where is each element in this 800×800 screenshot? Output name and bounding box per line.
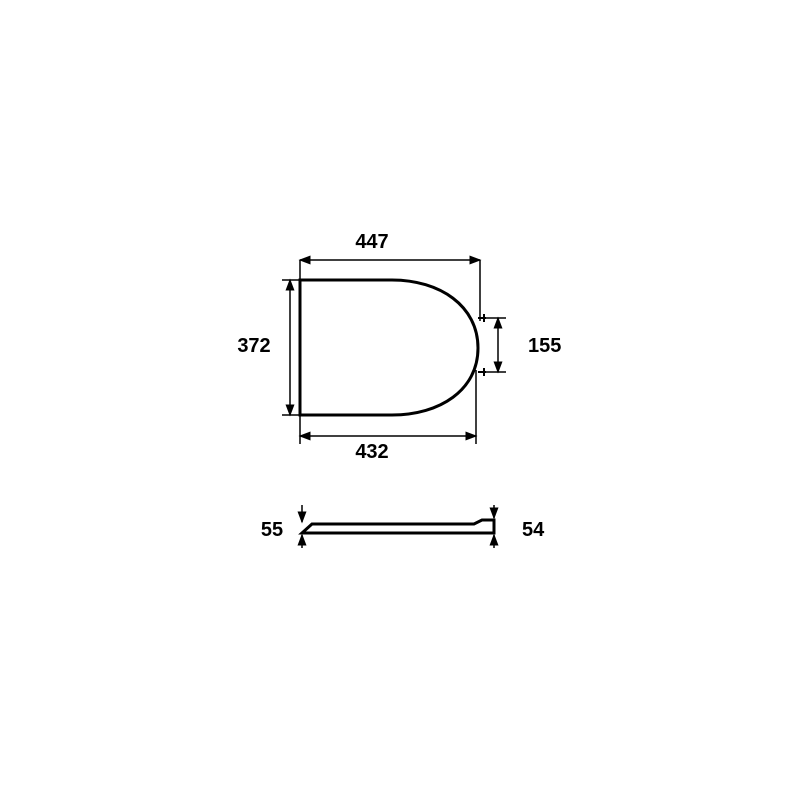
dim-profile-right: 54 (494, 505, 545, 548)
technical-drawing: 447 372 432 155 (0, 0, 800, 800)
dim-label-447: 447 (355, 231, 388, 253)
dim-hinge-right: 155 (486, 318, 561, 372)
side-view: 55 54 (261, 505, 545, 548)
dim-label-432: 432 (355, 441, 388, 463)
dim-width-top: 447 (300, 231, 480, 321)
dim-label-55: 55 (261, 519, 283, 541)
dim-profile-left: 55 (261, 505, 302, 548)
dim-label-155: 155 (528, 335, 561, 357)
seat-outline (300, 280, 478, 415)
seat-profile (302, 520, 494, 533)
dim-label-372: 372 (237, 335, 270, 357)
dim-label-54: 54 (522, 519, 545, 541)
dim-height-left: 372 (237, 280, 300, 415)
top-view: 447 372 432 155 (237, 231, 561, 463)
